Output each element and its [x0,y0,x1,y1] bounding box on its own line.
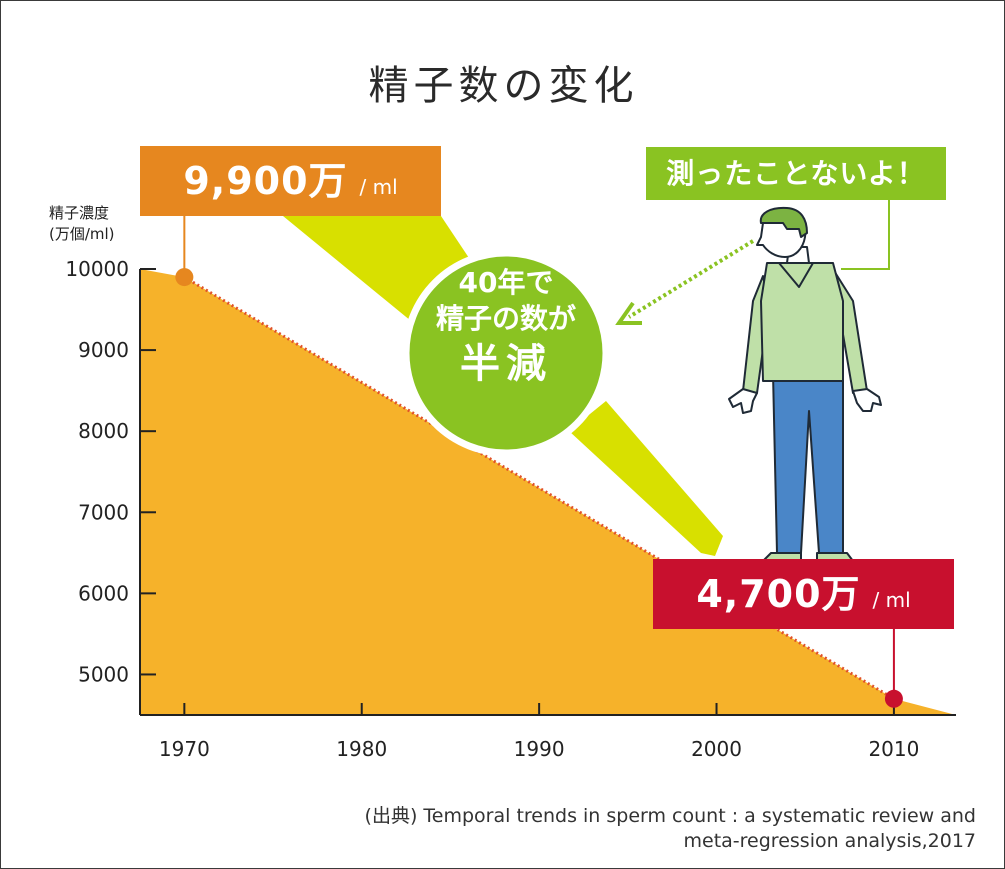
dotted-arrow-icon [615,239,755,325]
chart-title: 精子数の変化 [368,63,639,109]
y-tick-label: 5000 [78,662,129,686]
x-tick-label: 2010 [868,737,919,761]
x-tick-label: 1970 [159,737,210,761]
y-tick-label: 8000 [78,419,129,443]
highlight-point [884,689,903,708]
start-value-number: 9,900万 [183,159,348,203]
start-value-unit: / ml [359,175,398,199]
area-series [140,269,956,715]
circle-line-3: 半減 [460,341,552,387]
speech-connector [841,200,890,270]
end-value-callout: 4,700万 / ml [653,559,954,629]
x-tick-label: 1980 [336,737,387,761]
circle-line-2: 精子の数が [435,302,576,335]
y-tick-label: 6000 [78,581,129,605]
y-axis-title: 精子濃度 (万個/ml) [49,203,115,245]
highlight-point [175,268,194,287]
y-tick-label: 7000 [78,500,129,524]
y-axis-title-line1: 精子濃度 [49,204,110,222]
source-line-1: (出典) Temporal trends in sperm count : a … [364,805,976,827]
x-tick-label: 1990 [514,737,565,761]
y-tick-label: 10000 [65,257,129,281]
y-tick-label: 9000 [78,338,129,362]
y-axis-title-line2: (万個/ml) [49,225,115,243]
standing-man-icon [728,206,882,562]
source-citation: (出典) Temporal trends in sperm count : a … [365,804,976,854]
end-value-number: 4,700万 [696,572,861,616]
halved-circle-badge [402,249,610,457]
circle-line-1: 40年で [458,266,554,299]
source-line-2: meta-regression analysis,2017 [683,830,976,852]
end-value-unit: / ml [872,588,911,612]
x-tick-label: 2000 [691,737,742,761]
speech-bubble: 測ったことないよ！ [646,147,946,200]
spotlight-wedge-lower [569,401,723,556]
circle-badge-text: 40年で 精子の数が 半減 [411,263,601,391]
start-value-callout: 9,900万 / ml [140,146,441,216]
